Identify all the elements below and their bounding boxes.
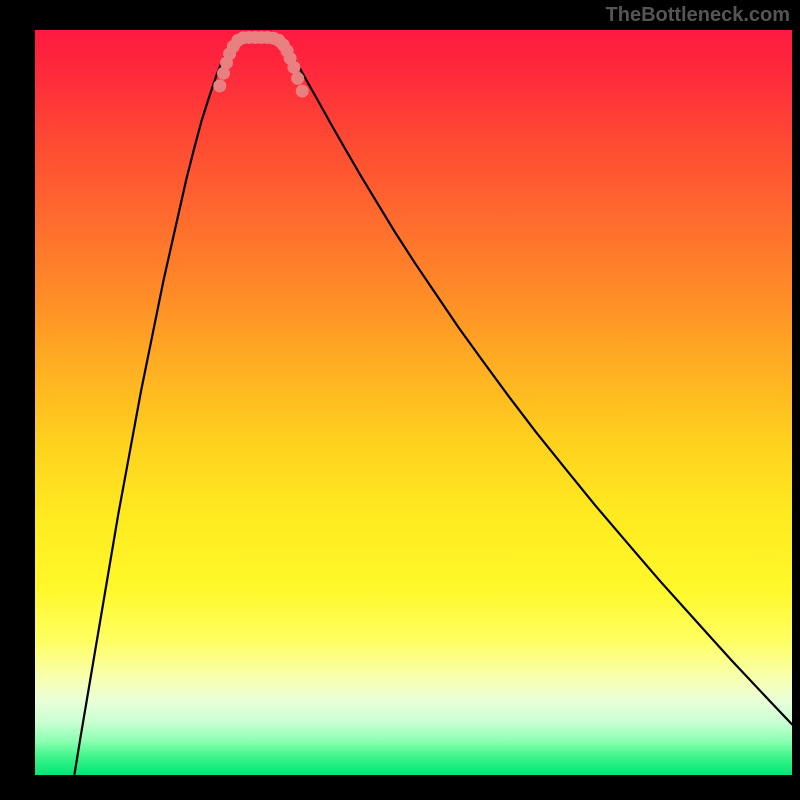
watermark-text: TheBottleneck.com xyxy=(606,4,790,27)
plot-area xyxy=(35,30,792,775)
